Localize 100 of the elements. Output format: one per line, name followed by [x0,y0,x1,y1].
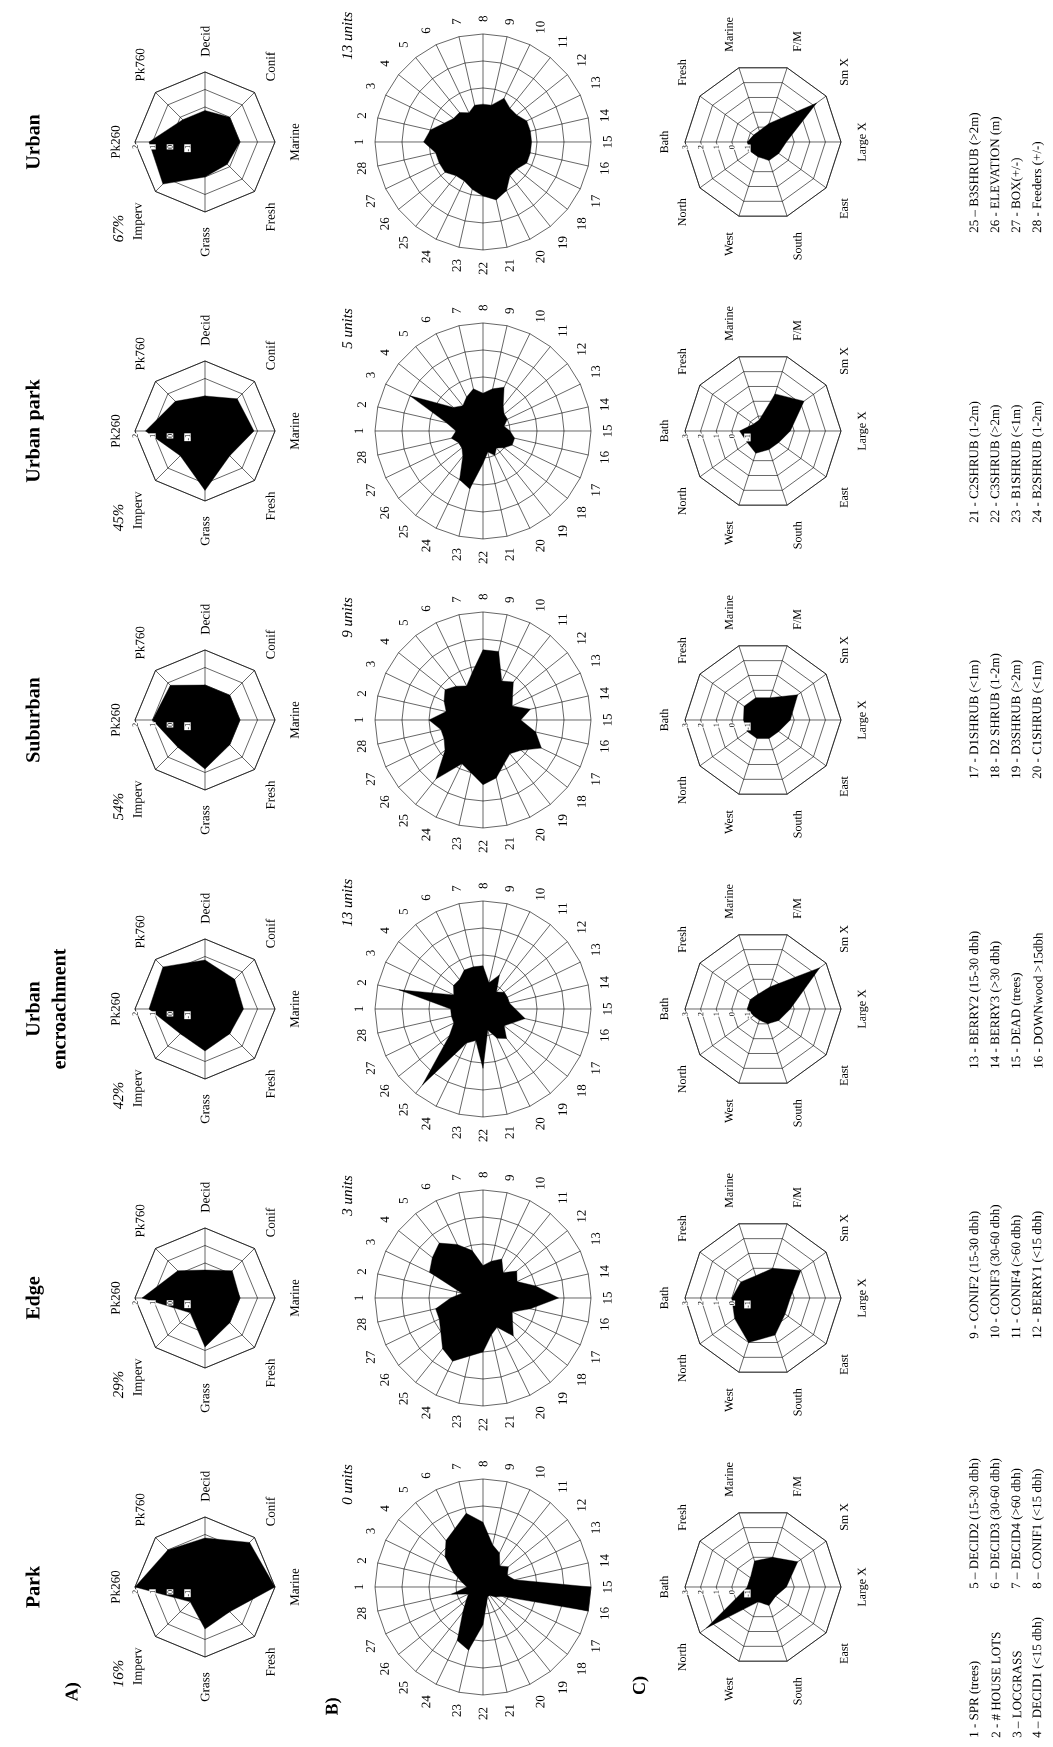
text: 54% [113,793,124,821]
spoke-label: 2 [357,691,366,697]
spoke-label: 21 [505,1126,514,1139]
spoke-label: 14 [600,1265,609,1277]
spoke-label: Decid [200,314,210,346]
spoke-label: Decid [200,1470,210,1502]
spoke-label: 28 [357,162,366,175]
spoke-label: Conif [265,51,275,81]
y-tick-label: -1 [744,1590,751,1597]
spoke-label: 7 [452,18,461,25]
spoke-label: Pk760 [135,1493,145,1527]
y-tick-label: 0 [729,434,735,438]
spoke-label: 27 [366,195,375,208]
text: 7 – DECID4 (>60 dbh) [1011,1468,1023,1588]
spoke-label: North [677,1354,687,1382]
y-tick-label: 1 [713,434,719,438]
text: 11 - CONIF4 (>60 dbh) [1011,1215,1023,1338]
y-tick-label: 1 [149,723,156,727]
spoke-label: 9 [505,19,514,25]
y-tick-label: 1 [713,1590,719,1594]
spoke-label: Pk260 [110,1570,120,1604]
spoke-label: 17 [591,1062,600,1074]
spoke-label: Marine [724,306,733,341]
spoke-label: Fresh [677,59,687,86]
text: 14 - BERRY3 (>30 dbh) [990,941,1002,1068]
spoke-label: 20 [535,828,545,841]
spoke-label: Marine [724,1462,733,1497]
spoke-label: Large X [857,989,869,1029]
spoke-label: East [839,1643,848,1664]
spoke-label: F/M [793,898,802,919]
spoke-label: 24 [421,539,431,552]
spoke-label: 23 [452,548,461,561]
spoke-label: 13 [591,1521,600,1534]
spoke-label: 25 [399,1103,408,1116]
text: 5 – DECID2 (15-30 dbh) [969,1458,981,1589]
spoke-label: 9 [505,1464,514,1470]
spoke-label: 15 [603,1292,612,1304]
y-tick-label: 0 [167,434,173,438]
spoke-label: Pk260 [110,414,120,448]
y-tick-label: 2 [132,1590,138,1594]
spoke-label: Fresh [265,1647,275,1677]
spoke-label: Pk760 [135,337,145,371]
spoke-label: 28 [357,740,366,753]
spoke-label: 22 [478,840,488,853]
y-tick-label: 3 [682,145,688,149]
text: 16 - DOWNwood >15dbh [1033,932,1043,1068]
spoke-label: Large X [857,411,869,451]
spoke-label: 13 [591,1232,600,1245]
spoke-label: 7 [452,885,461,892]
spoke-label: Sm X [839,347,848,374]
text: 24 - B2SHRUB (1-2m) [1032,401,1044,523]
spoke-label: 1 [354,428,364,434]
spoke-label: Fresh [677,926,687,953]
spoke-label: Pk260 [110,1281,120,1315]
text: 5 units [342,308,353,349]
spoke-label: 26 [380,795,389,808]
y-tick-label: 1 [713,145,719,149]
spoke-label: 22 [478,1129,488,1142]
spoke-label: 13 [591,654,600,667]
y-tick-label: 1 [713,1012,719,1016]
spoke-label: 20 [535,539,545,552]
y-tick-label: 0 [167,1012,173,1016]
spoke-label: Large X [857,1567,869,1607]
spoke-label: 13 [591,943,600,956]
spoke-label: 6 [421,1183,431,1190]
spoke-label: 8 [478,1171,488,1178]
spoke-label: Grass [200,1383,210,1413]
spoke-label: Decid [200,1181,210,1213]
spoke-label: Sm X [839,1214,848,1241]
y-tick-label: 1 [149,1590,156,1594]
text: 8 – CONIF1 (<15 dbh) [1032,1469,1044,1589]
y-tick-label: -1 [184,434,191,441]
spoke-label: 24 [421,1406,431,1419]
y-tick-label: 2 [132,145,138,149]
spoke-label: Fresh [677,348,687,375]
text: 45% [113,504,124,532]
spoke-label: South [793,1677,802,1705]
text: Suburban [25,677,40,762]
y-tick-label: 1 [149,145,156,149]
spoke-label: South [793,521,802,549]
spoke-label: 17 [591,195,600,207]
y-tick-label: 0 [729,723,735,727]
spoke-label: Fresh [677,637,687,664]
spoke-label: 3 [366,950,375,956]
y-tick-label: -1 [184,723,191,730]
text: 42% [113,1082,124,1110]
spoke-label: 23 [452,259,461,272]
spoke-label: 2 [357,1558,366,1564]
spoke-label: 11 [558,1481,567,1492]
spoke-label: 1 [354,1584,364,1590]
text: Park [25,1565,40,1608]
spoke-label: Marine [724,595,733,630]
spoke-label: 4 [380,349,389,356]
spoke-label: West [724,1677,733,1701]
spoke-label: Conif [265,1496,275,1526]
y-tick-label: -1 [744,145,751,152]
spoke-label: 5 [399,1486,408,1493]
spoke-label: Bath [659,130,669,153]
spoke-label: Conif [265,340,275,370]
spoke-label: 4 [380,927,389,934]
